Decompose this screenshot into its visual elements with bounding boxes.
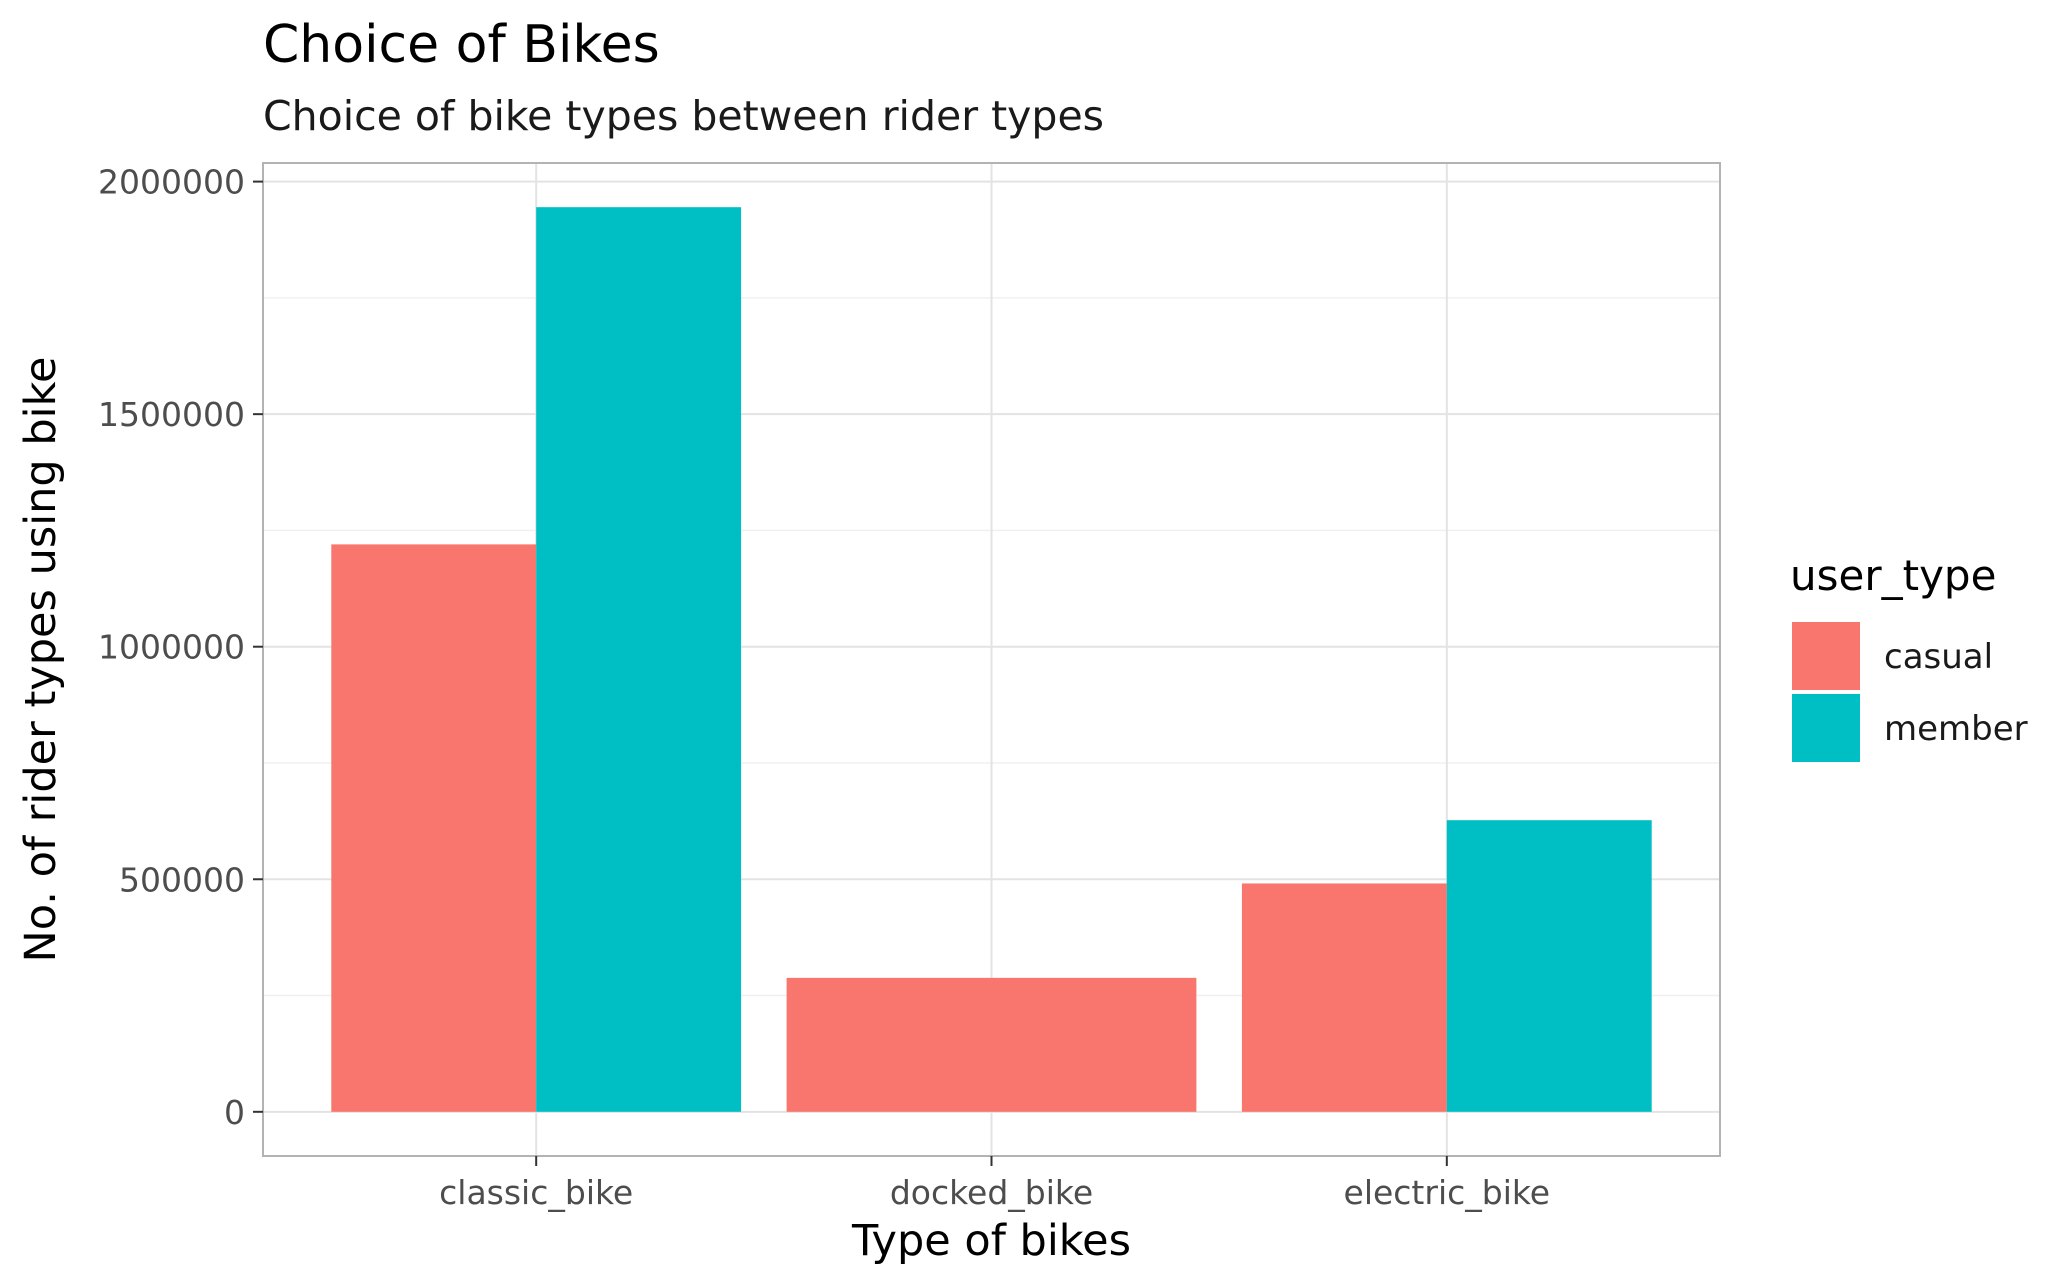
y-tick-label: 0: [224, 1093, 245, 1132]
legend-label-member: member: [1884, 709, 2028, 749]
legend-items: casual member: [1792, 622, 2028, 762]
y-tick-label: 1500000: [98, 395, 245, 434]
legend: user_type casual member: [1790, 551, 2028, 762]
bar-casual-classic_bike: [331, 544, 537, 1112]
bar-casual-docked_bike: [786, 977, 1197, 1112]
chart-subtitle: Choice of bike types between rider types: [263, 92, 1104, 140]
x-axis-title: Type of bikes: [851, 1216, 1131, 1266]
x-tick-label: classic_bike: [439, 1173, 633, 1212]
y-tick-label: 500000: [119, 860, 245, 899]
legend-label-casual: casual: [1884, 637, 1993, 677]
x-tick-label: docked_bike: [890, 1173, 1093, 1212]
legend-key-casual: [1792, 622, 1860, 690]
x-axis-ticks: classic_bike docked_bike electric_bike: [439, 1156, 1550, 1212]
bar-casual-electric_bike: [1241, 883, 1447, 1112]
y-tick-label: 1000000: [98, 628, 245, 667]
x-tick-label: electric_bike: [1344, 1173, 1551, 1212]
y-axis-ticks: 0 500000 1000000 1500000 2000000: [98, 163, 263, 1132]
legend-key-member: [1792, 694, 1860, 762]
bar-member-classic_bike: [536, 207, 742, 1112]
bars: [331, 207, 1652, 1112]
chart-title: Choice of Bikes: [263, 15, 660, 75]
bar-member-electric_bike: [1446, 820, 1652, 1112]
y-axis-title: No. of rider types using bike: [16, 357, 66, 963]
legend-title: user_type: [1790, 551, 1996, 600]
y-tick-label: 2000000: [98, 163, 245, 202]
